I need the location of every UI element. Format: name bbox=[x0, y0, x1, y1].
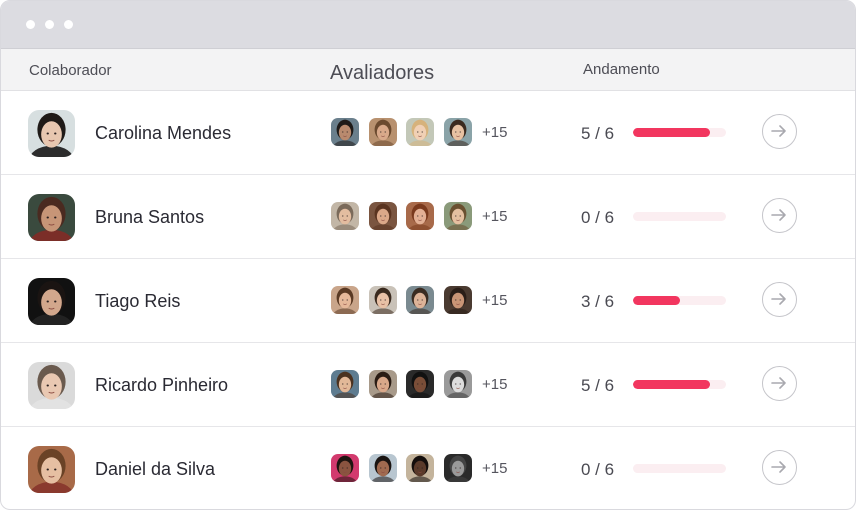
employee-name: Daniel da Silva bbox=[95, 459, 216, 479]
column-header-colaborador: Colaborador bbox=[29, 62, 112, 79]
evaluators-extra-count: +15 bbox=[482, 208, 508, 225]
open-details-button[interactable] bbox=[762, 114, 797, 149]
evaluator-avatar bbox=[331, 370, 359, 398]
evaluator-avatar bbox=[331, 202, 359, 230]
progress-bar-fill bbox=[633, 296, 680, 305]
evaluator-avatar bbox=[443, 370, 472, 398]
evaluator-avatar bbox=[331, 286, 359, 314]
evaluator-avatar bbox=[406, 118, 434, 146]
evaluators-extra-count: +15 bbox=[482, 460, 508, 477]
progress-text: 3 / 6 bbox=[581, 292, 615, 311]
evaluators-extra-count: +15 bbox=[482, 292, 508, 309]
open-details-button[interactable] bbox=[762, 282, 797, 317]
arrow-right-icon bbox=[771, 293, 786, 305]
arrow-right-icon bbox=[771, 377, 786, 389]
progress-bar bbox=[633, 464, 726, 473]
evaluator-avatar bbox=[368, 286, 397, 314]
progress-bar bbox=[633, 380, 726, 389]
window-dot-icon bbox=[45, 20, 54, 29]
open-details-button[interactable] bbox=[762, 450, 797, 485]
employee-name: Bruna Santos bbox=[95, 207, 205, 227]
evaluator-avatar bbox=[368, 370, 397, 398]
evaluator-avatar bbox=[368, 118, 397, 146]
evaluator-avatar bbox=[406, 286, 434, 314]
table-row: Tiago Reis +15 3 / 6 bbox=[1, 259, 855, 343]
table-row: Daniel da Silva +15 0 / 6 bbox=[1, 427, 855, 509]
avatar bbox=[28, 194, 75, 241]
evaluators-extra-count: +15 bbox=[482, 124, 508, 141]
employee-name: Tiago Reis bbox=[95, 291, 181, 311]
window-dot-icon bbox=[26, 20, 35, 29]
arrow-right-icon bbox=[771, 125, 786, 137]
open-details-button[interactable] bbox=[762, 198, 797, 233]
evaluator-avatar bbox=[443, 286, 472, 314]
evaluators-extra-count: +15 bbox=[482, 376, 508, 393]
arrow-right-icon bbox=[771, 461, 786, 473]
column-header-andamento: Andamento bbox=[583, 61, 660, 78]
table-body: Carolina Mendes +15 5 / 6 Bruna Santos +15 0 … bbox=[1, 91, 855, 509]
progress-bar-fill bbox=[633, 128, 711, 137]
evaluator-avatar bbox=[406, 370, 434, 398]
open-details-button[interactable] bbox=[762, 366, 797, 401]
progress-text: 5 / 6 bbox=[581, 376, 615, 395]
avatar bbox=[28, 446, 75, 493]
arrow-right-icon bbox=[771, 209, 786, 221]
window-dot-icon bbox=[64, 20, 73, 29]
evaluator-avatar bbox=[443, 454, 472, 482]
employee-name: Carolina Mendes bbox=[95, 123, 232, 143]
progress-bar bbox=[633, 128, 726, 137]
progress-text: 5 / 6 bbox=[581, 124, 615, 143]
evaluator-avatar bbox=[406, 454, 434, 482]
avatar bbox=[28, 110, 75, 157]
table-header: Colaborador Avaliadores Andamento bbox=[1, 49, 855, 91]
evaluator-avatar bbox=[331, 454, 359, 482]
progress-bar-fill bbox=[633, 380, 711, 389]
window-titlebar bbox=[1, 1, 855, 49]
column-header-avaliadores: Avaliadores bbox=[330, 62, 435, 84]
evaluator-avatar bbox=[368, 202, 397, 230]
avatar bbox=[28, 278, 75, 325]
employee-name: Ricardo Pinheiro bbox=[95, 375, 229, 395]
progress-text: 0 / 6 bbox=[581, 208, 615, 227]
evaluator-avatar bbox=[443, 202, 472, 230]
progress-bar bbox=[633, 212, 726, 221]
progress-bar bbox=[633, 296, 726, 305]
evaluator-avatar bbox=[331, 118, 359, 146]
table-row: Bruna Santos +15 0 / 6 bbox=[1, 175, 855, 259]
progress-text: 0 / 6 bbox=[581, 460, 615, 479]
table-row: Ricardo Pinheiro +15 5 / 6 bbox=[1, 343, 855, 427]
avatar bbox=[28, 362, 75, 409]
evaluator-avatar bbox=[368, 454, 397, 482]
table-row: Carolina Mendes +15 5 / 6 bbox=[1, 91, 855, 175]
evaluator-avatar bbox=[443, 118, 472, 146]
evaluator-avatar bbox=[406, 202, 434, 230]
